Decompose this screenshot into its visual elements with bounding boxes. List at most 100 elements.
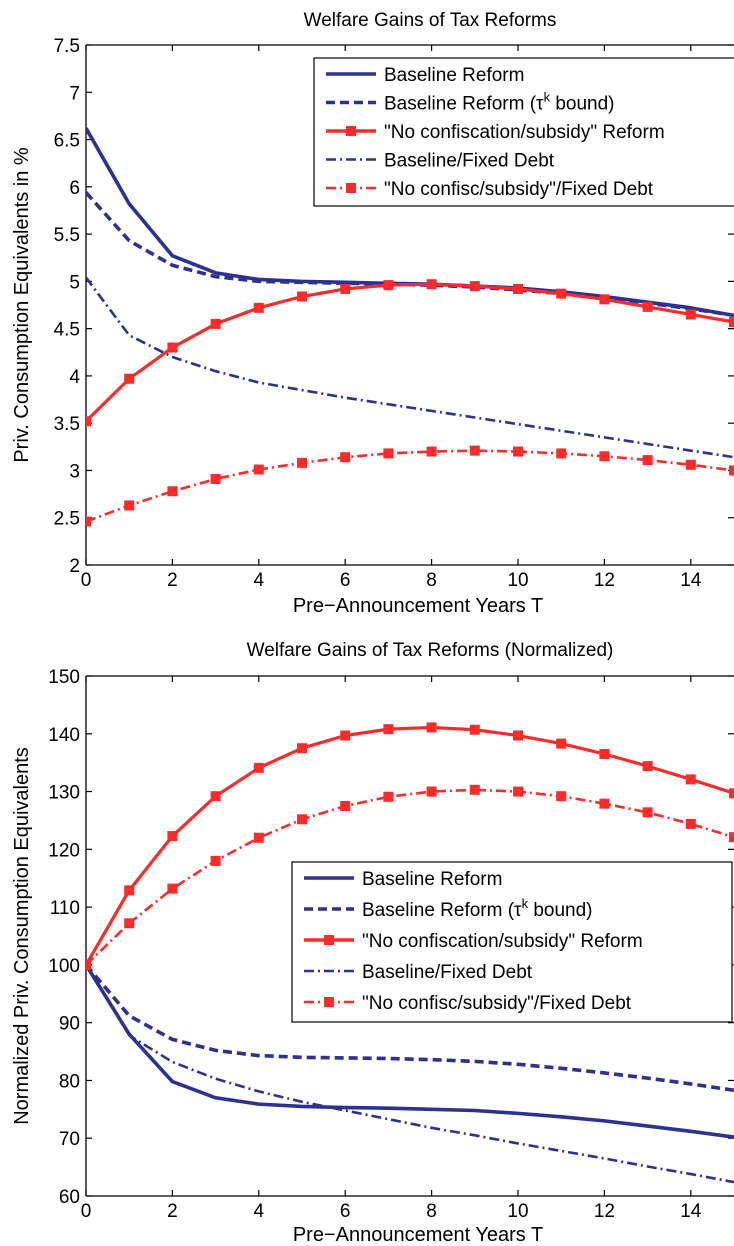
y-tick-label: 130	[48, 783, 80, 804]
series-5-point	[86, 516, 91, 527]
series-line-3	[86, 282, 734, 423]
series-3-point	[599, 749, 610, 759]
series-3-point	[210, 791, 221, 802]
series-5-point	[513, 446, 523, 457]
y-tick-label: 5	[69, 272, 80, 293]
legend: Baseline Reform Baseline Reform (τk bound…	[291, 861, 733, 1023]
y-tick-label: 100	[48, 956, 80, 977]
y-tick-label: 3.5	[54, 414, 80, 435]
series-5-point	[685, 818, 696, 829]
y-tick-label: 6.5	[54, 131, 80, 152]
x-tick-label: 2	[167, 570, 178, 591]
series-line-4	[86, 276, 734, 459]
legend-box	[291, 861, 733, 1023]
y-tick-label: 90	[59, 1014, 80, 1035]
series-5-point	[210, 473, 221, 484]
x-tick-label: 8	[426, 570, 437, 591]
series-5-point	[642, 807, 653, 818]
series-3-point	[297, 743, 307, 754]
y-tick-label: 80	[59, 1071, 80, 1092]
x-tick-label: 14	[680, 1201, 702, 1222]
series-3-point	[383, 724, 394, 735]
series-3-point	[383, 280, 394, 291]
x-tick-label: 8	[426, 1201, 437, 1222]
series-5-point	[556, 791, 567, 802]
series-5-point	[297, 457, 307, 468]
x-tick-label: 6	[340, 570, 351, 591]
y-axis-label: Normalized Priv. Consumption Equivalents	[11, 747, 33, 1125]
y-tick-label: 7	[69, 83, 80, 104]
legend-label-5: "No confisc/subsidy"/Fixed Debt	[362, 993, 632, 1014]
series-3-point	[210, 318, 221, 329]
series-5-point	[253, 832, 264, 843]
x-tick-label: 0	[81, 1201, 92, 1222]
series-3-point	[556, 738, 567, 749]
y-tick-label: 60	[59, 1187, 80, 1208]
series-3-point	[685, 774, 696, 785]
x-tick-label: 0	[81, 570, 92, 591]
x-axis-label: Pre−Announcement Years T	[293, 1224, 543, 1246]
series-5-point	[426, 786, 437, 797]
legend-label-1: Baseline Reform	[362, 869, 502, 890]
x-tick-label: 12	[594, 1201, 615, 1222]
series-3-point	[685, 309, 696, 320]
series-3-point	[340, 730, 351, 741]
series-5-point	[167, 486, 178, 497]
series-line-2	[86, 963, 734, 1093]
series-5-point	[340, 452, 351, 463]
series-3-point	[469, 724, 480, 735]
y-tick-label: 2.5	[54, 509, 80, 530]
series-5-point	[729, 465, 734, 476]
series-3-point	[253, 302, 264, 313]
series-3-point	[642, 761, 653, 772]
series-5-point	[210, 855, 221, 866]
y-tick-label: 140	[48, 725, 80, 746]
legend-label-4: Baseline/Fixed Debt	[362, 962, 533, 983]
series-3-point	[124, 373, 135, 384]
series-line-5	[86, 449, 734, 523]
series-3-point	[469, 281, 480, 292]
y-tick-label: 3	[69, 461, 80, 482]
series-5-point	[685, 459, 696, 470]
series-3-point	[642, 301, 653, 312]
series-3-point	[426, 279, 437, 290]
series-5-point	[426, 446, 437, 457]
series-line-3	[86, 725, 734, 966]
plot-area	[86, 722, 734, 1184]
series-3-point	[340, 283, 351, 294]
series-3-point	[599, 294, 610, 305]
series-5-point	[124, 918, 135, 929]
x-tick-label: 10	[507, 570, 528, 591]
y-tick-label: 2	[69, 556, 80, 577]
chart-title: Welfare Gains of Tax Reforms	[304, 10, 557, 31]
series-5-point	[383, 448, 394, 459]
legend-marker-3	[324, 935, 334, 945]
legend-label-1: Baseline Reform	[384, 65, 524, 86]
legend-label-2: Baseline Reform (τk bound)	[384, 90, 615, 115]
legend-marker-5	[324, 997, 334, 1007]
series-5-point	[297, 814, 307, 825]
series-3-point	[513, 283, 523, 294]
x-tick-label: 2	[167, 1201, 178, 1222]
series-3-point	[729, 317, 734, 328]
y-tick-label: 110	[50, 898, 80, 919]
y-tick-label: 120	[48, 840, 80, 861]
series-5-point	[167, 883, 178, 894]
x-tick-label: 14	[680, 570, 702, 591]
series-3-point	[556, 288, 567, 299]
series-line-5	[86, 788, 734, 966]
series-5-point	[599, 798, 610, 809]
legend-box	[313, 57, 734, 207]
x-axis-label: Pre−Announcement Years T	[293, 595, 543, 617]
series-3-point	[167, 342, 178, 353]
series-3-point	[297, 291, 307, 302]
legend-label-3: "No confiscation/subsidy" Reform	[362, 931, 643, 952]
x-tick-label: 4	[254, 1201, 265, 1222]
legend-label-2: Baseline Reform (τk bound)	[362, 896, 593, 921]
legend-label-3: "No confiscation/subsidy" Reform	[384, 122, 665, 143]
y-tick-label: 6	[69, 178, 80, 199]
series-5-point	[383, 791, 394, 802]
y-tick-label: 5.5	[54, 225, 80, 246]
